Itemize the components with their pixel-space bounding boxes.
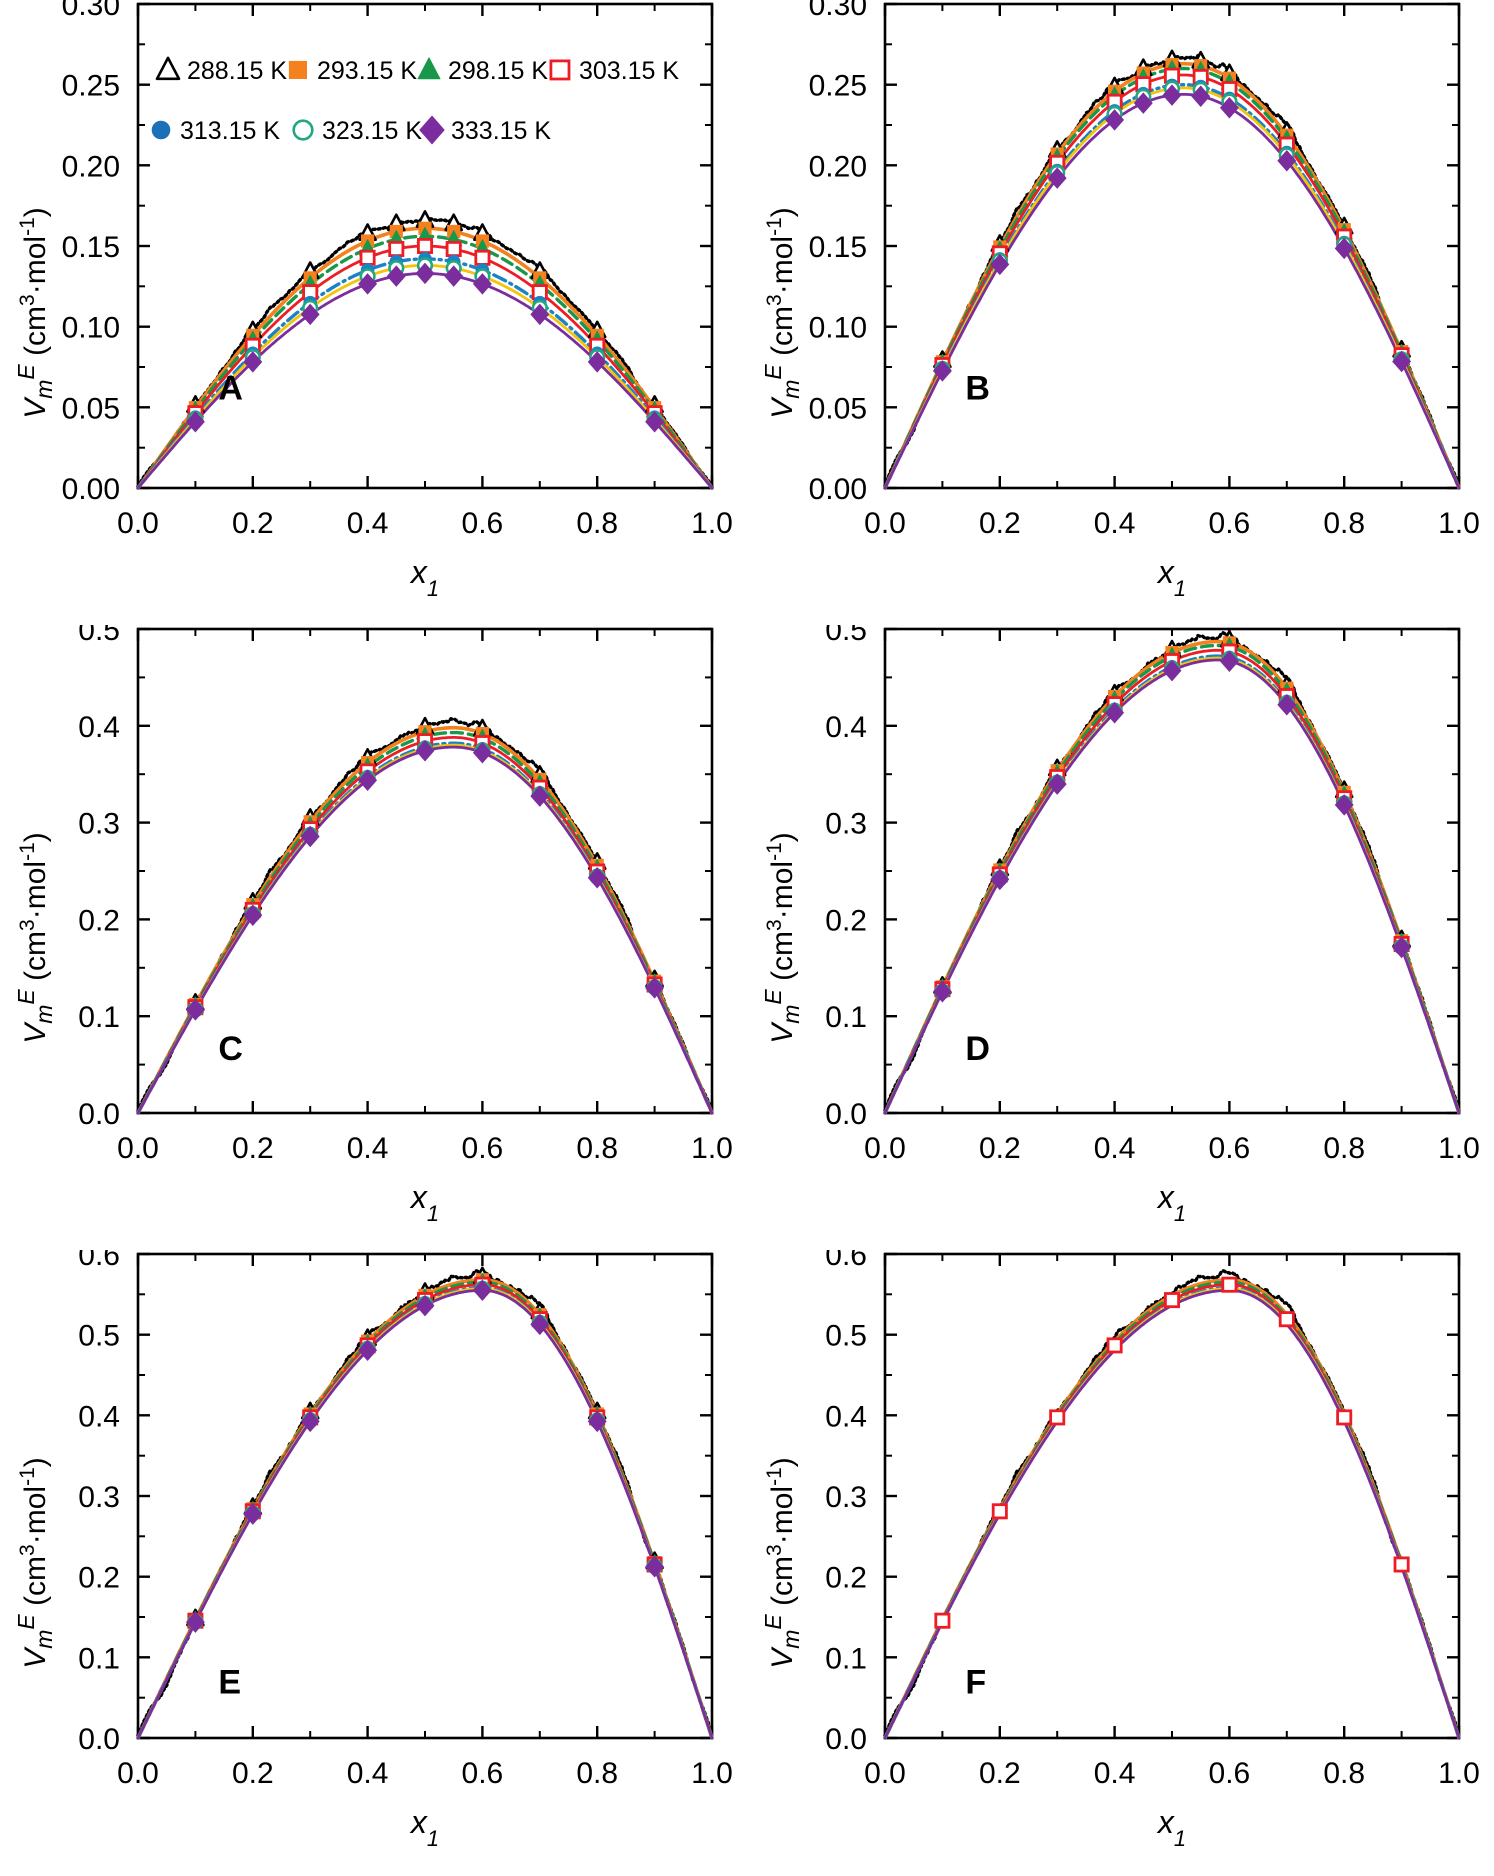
svg-text:0.8: 0.8 bbox=[1323, 1132, 1365, 1165]
svg-text:0.1: 0.1 bbox=[825, 1642, 867, 1675]
svg-text:0.8: 0.8 bbox=[1323, 507, 1365, 540]
svg-text:0.15: 0.15 bbox=[62, 231, 120, 264]
svg-text:0.0: 0.0 bbox=[864, 1757, 906, 1790]
svg-text:0.6: 0.6 bbox=[462, 1132, 504, 1165]
svg-text:0.3: 0.3 bbox=[78, 808, 120, 841]
svg-text:0.05: 0.05 bbox=[62, 392, 120, 425]
svg-text:0.1: 0.1 bbox=[825, 1001, 867, 1034]
svg-text:0.6: 0.6 bbox=[1209, 507, 1251, 540]
svg-text:0.1: 0.1 bbox=[78, 1001, 120, 1034]
svg-text:0.0: 0.0 bbox=[825, 1723, 867, 1756]
svg-text:0.0: 0.0 bbox=[825, 1098, 867, 1131]
svg-text:0.4: 0.4 bbox=[78, 711, 120, 744]
svg-text:0.8: 0.8 bbox=[1323, 1757, 1365, 1790]
svg-text:0.0: 0.0 bbox=[78, 1098, 120, 1131]
svg-text:0.6: 0.6 bbox=[462, 1757, 504, 1790]
svg-text:0.4: 0.4 bbox=[347, 1132, 389, 1165]
svg-text:0.2: 0.2 bbox=[232, 1757, 274, 1790]
svg-text:333.15 K: 333.15 K bbox=[451, 117, 551, 145]
svg-text:0.2: 0.2 bbox=[78, 1562, 120, 1595]
svg-text:1.0: 1.0 bbox=[691, 1757, 733, 1790]
svg-text:0.2: 0.2 bbox=[78, 904, 120, 937]
svg-text:0.6: 0.6 bbox=[825, 1250, 867, 1272]
svg-text:0.25: 0.25 bbox=[809, 70, 867, 103]
svg-text:0.0: 0.0 bbox=[117, 507, 159, 540]
svg-text:0.15: 0.15 bbox=[809, 231, 867, 264]
svg-text:0.8: 0.8 bbox=[576, 1132, 618, 1165]
svg-text:0.5: 0.5 bbox=[825, 625, 867, 647]
svg-text:0.6: 0.6 bbox=[1209, 1757, 1251, 1790]
svg-text:0.5: 0.5 bbox=[78, 625, 120, 647]
svg-text:0.05: 0.05 bbox=[809, 392, 867, 425]
svg-text:0.25: 0.25 bbox=[62, 70, 120, 103]
svg-text:0.2: 0.2 bbox=[825, 1562, 867, 1595]
svg-text:1.0: 1.0 bbox=[1438, 507, 1480, 540]
svg-text:0.2: 0.2 bbox=[979, 507, 1021, 540]
svg-text:0.4: 0.4 bbox=[78, 1400, 120, 1433]
svg-text:0.4: 0.4 bbox=[347, 1757, 389, 1790]
svg-text:0.5: 0.5 bbox=[78, 1320, 120, 1353]
svg-text:0.2: 0.2 bbox=[232, 507, 274, 540]
svg-text:0.3: 0.3 bbox=[78, 1481, 120, 1514]
svg-text:0.6: 0.6 bbox=[462, 507, 504, 540]
svg-text:323.15 K: 323.15 K bbox=[322, 117, 422, 145]
svg-text:0.10: 0.10 bbox=[62, 312, 120, 345]
svg-text:C: C bbox=[218, 1030, 243, 1068]
svg-text:303.15 K: 303.15 K bbox=[579, 57, 679, 85]
svg-text:0.2: 0.2 bbox=[825, 904, 867, 937]
svg-text:0.6: 0.6 bbox=[1209, 1132, 1251, 1165]
svg-text:0.20: 0.20 bbox=[809, 150, 867, 183]
svg-text:0.4: 0.4 bbox=[347, 507, 389, 540]
svg-text:0.2: 0.2 bbox=[232, 1132, 274, 1165]
svg-text:0.30: 0.30 bbox=[62, 0, 120, 22]
svg-text:1.0: 1.0 bbox=[1438, 1757, 1480, 1790]
svg-text:0.4: 0.4 bbox=[825, 711, 867, 744]
svg-text:0.4: 0.4 bbox=[1094, 1132, 1136, 1165]
svg-text:0.3: 0.3 bbox=[825, 808, 867, 841]
svg-text:A: A bbox=[218, 369, 243, 407]
svg-text:0.0: 0.0 bbox=[78, 1723, 120, 1756]
svg-text:E: E bbox=[218, 1664, 241, 1702]
svg-text:0.1: 0.1 bbox=[78, 1642, 120, 1675]
svg-text:288.15 K: 288.15 K bbox=[187, 57, 287, 85]
svg-text:0.2: 0.2 bbox=[979, 1757, 1021, 1790]
svg-text:0.5: 0.5 bbox=[825, 1320, 867, 1353]
svg-text:1.0: 1.0 bbox=[691, 507, 733, 540]
svg-text:0.2: 0.2 bbox=[979, 1132, 1021, 1165]
svg-text:0.00: 0.00 bbox=[62, 473, 120, 506]
svg-text:0.4: 0.4 bbox=[825, 1400, 867, 1433]
svg-text:0.4: 0.4 bbox=[1094, 1757, 1136, 1790]
svg-text:0.8: 0.8 bbox=[576, 507, 618, 540]
svg-text:0.0: 0.0 bbox=[117, 1757, 159, 1790]
svg-text:B: B bbox=[965, 369, 990, 407]
svg-text:0.20: 0.20 bbox=[62, 150, 120, 183]
svg-text:F: F bbox=[965, 1664, 986, 1702]
svg-text:0.0: 0.0 bbox=[864, 1132, 906, 1165]
svg-text:0.00: 0.00 bbox=[809, 473, 867, 506]
svg-text:313.15 K: 313.15 K bbox=[180, 117, 280, 145]
svg-text:0.3: 0.3 bbox=[825, 1481, 867, 1514]
svg-text:0.30: 0.30 bbox=[809, 0, 867, 22]
svg-text:0.0: 0.0 bbox=[117, 1132, 159, 1165]
svg-text:0.6: 0.6 bbox=[78, 1250, 120, 1272]
svg-text:D: D bbox=[965, 1030, 990, 1068]
svg-text:0.8: 0.8 bbox=[576, 1757, 618, 1790]
svg-text:0.0: 0.0 bbox=[864, 507, 906, 540]
svg-text:1.0: 1.0 bbox=[1438, 1132, 1480, 1165]
svg-text:298.15 K: 298.15 K bbox=[448, 57, 548, 85]
svg-text:1.0: 1.0 bbox=[691, 1132, 733, 1165]
svg-text:293.15 K: 293.15 K bbox=[317, 57, 417, 85]
svg-text:0.4: 0.4 bbox=[1094, 507, 1136, 540]
svg-text:0.10: 0.10 bbox=[809, 312, 867, 345]
